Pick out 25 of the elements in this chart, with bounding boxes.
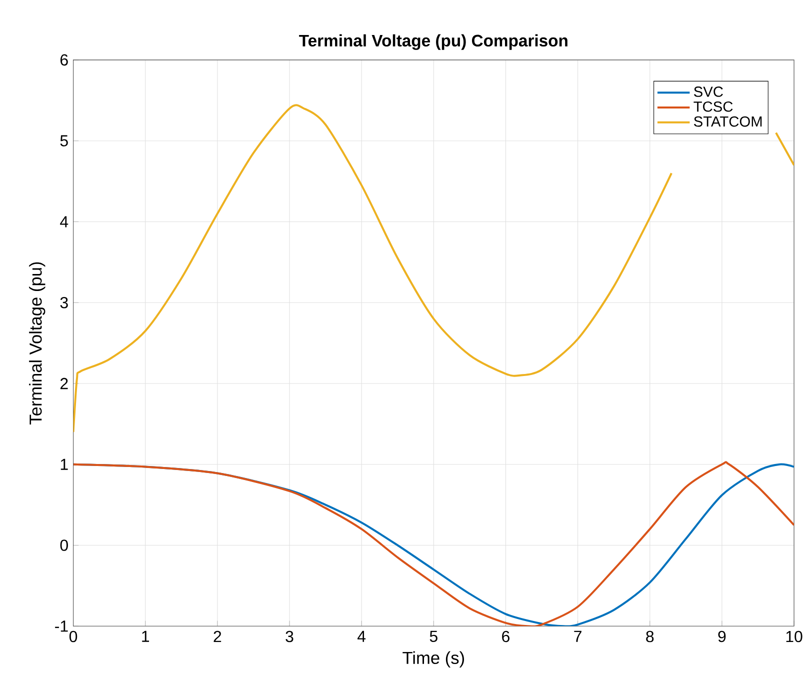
x-tick-label: 2 [214, 630, 222, 642]
x-tick-label: 10 [786, 630, 802, 642]
y-tick-label: 2 [60, 378, 68, 390]
y-axis-title: Terminal Voltage (pu) [29, 262, 46, 425]
x-tick-label: 3 [286, 630, 294, 642]
y-tick-label: 0 [60, 540, 68, 552]
x-tick-label: 4 [358, 630, 366, 642]
x-tick-label: 7 [574, 630, 582, 642]
legend-label: TCSC [694, 102, 733, 112]
x-tick-label: 6 [502, 630, 510, 642]
x-tick-label: 0 [69, 630, 78, 642]
y-tick-label: 5 [60, 135, 68, 147]
y-tick-label: 3 [60, 297, 68, 308]
x-tick-label: 5 [430, 630, 438, 642]
x-tick-label: 9 [718, 630, 726, 642]
y-tick-label: 1 [60, 458, 68, 470]
x-tick-label: 1 [142, 630, 150, 642]
x-axis-title: Time (s) [402, 651, 464, 668]
x-tick-label: 8 [646, 630, 654, 642]
chart-title: Terminal Voltage (pu) Comparison [299, 34, 568, 50]
y-tick-label: 6 [60, 54, 68, 66]
y-tick-label: 4 [60, 216, 68, 228]
legend-label: SVC [694, 86, 723, 98]
legend-label: STATCOM [694, 116, 762, 127]
y-tick-label: -1 [55, 620, 68, 632]
